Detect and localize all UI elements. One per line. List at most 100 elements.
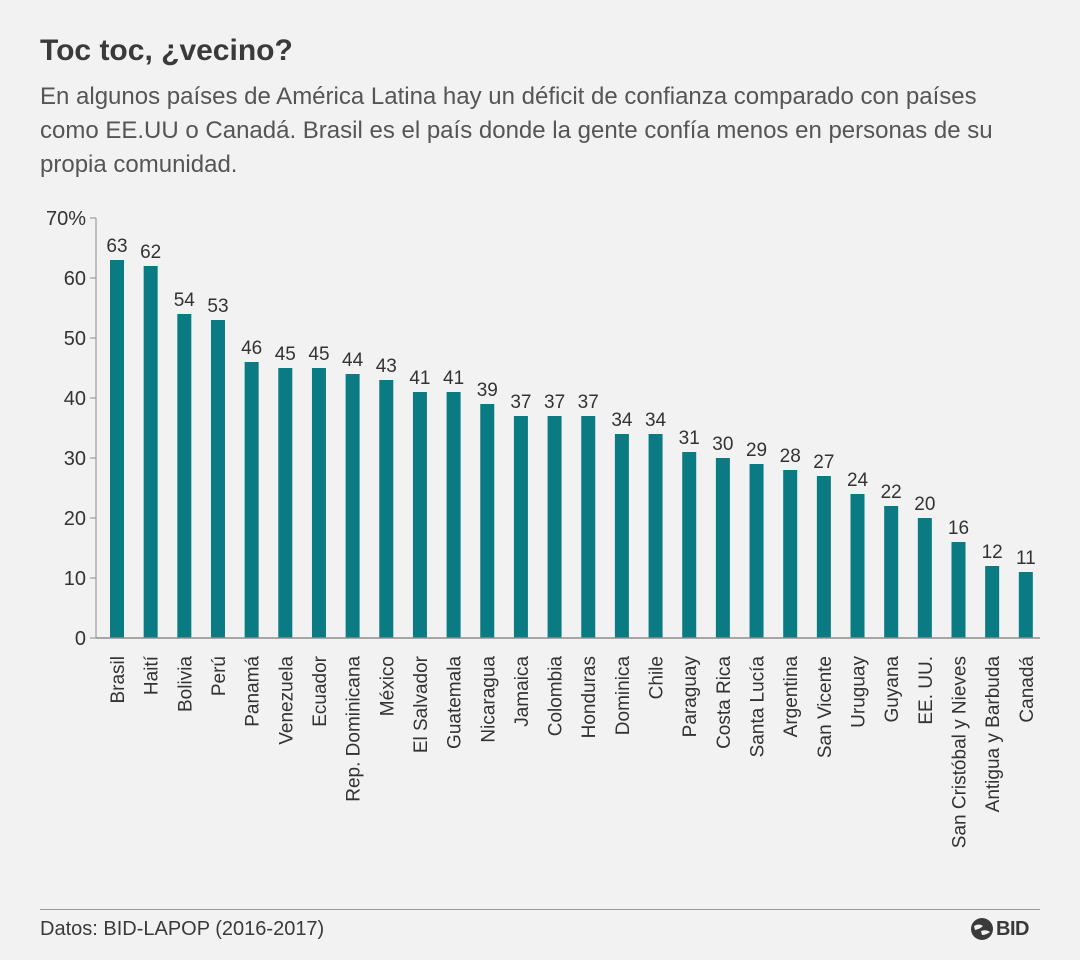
x-tick-label: Brasil [108, 656, 129, 704]
bar [783, 470, 798, 638]
bar [985, 566, 1000, 638]
y-tick-label: 0 [75, 628, 86, 650]
x-tick-label: Guatemala [445, 656, 466, 749]
bar-value-label: 16 [948, 518, 969, 539]
bar [749, 464, 764, 638]
bar [951, 542, 966, 638]
bar-value-label: 44 [342, 350, 364, 371]
bar-value-label: 22 [881, 482, 902, 503]
bar-value-label: 37 [544, 392, 565, 413]
bar-value-label: 46 [241, 338, 262, 359]
bar [513, 416, 528, 638]
x-tick-label: Guyana [882, 656, 903, 723]
bar [884, 506, 899, 638]
bar-value-label: 34 [645, 410, 667, 431]
bar-value-label: 53 [207, 296, 228, 317]
bar-value-label: 29 [746, 440, 767, 461]
x-tick-label: Costa Rica [714, 656, 735, 749]
bar [311, 368, 326, 638]
x-tick-label: México [377, 656, 398, 716]
y-tick-label: 20 [64, 508, 86, 530]
x-tick-label: Chile [647, 656, 668, 699]
bar-value-label: 11 [1016, 548, 1036, 569]
x-tick-label: Nicaragua [478, 656, 499, 743]
footer-divider [40, 909, 1040, 910]
x-tick-label: Bolivia [175, 656, 196, 712]
bar-value-label: 45 [308, 344, 329, 365]
x-tick-label: San Cristóbal y Nieves [950, 656, 971, 848]
bar-value-label: 24 [847, 470, 869, 491]
bar-chart: 0 10 20 30 40 50 60 70% 63 Brasil 62 Haití 54 Bolivia… [46, 208, 1040, 848]
x-tick-label: Honduras [579, 656, 600, 738]
bid-logo-icon [971, 918, 993, 940]
x-tick-label: EE. UU. [916, 656, 937, 725]
bar-value-label: 54 [174, 290, 196, 311]
bar [648, 434, 663, 638]
bar [278, 368, 293, 638]
x-tick-label: Perú [209, 656, 230, 696]
bar-value-label: 41 [443, 368, 464, 389]
bar-value-label: 30 [712, 434, 733, 455]
x-tick-label: Paraguay [680, 656, 701, 738]
bar-value-label: 45 [275, 344, 296, 365]
bar [547, 416, 562, 638]
bar-value-label: 63 [106, 236, 127, 257]
x-tick-label: Canadá [1017, 656, 1038, 723]
x-tick-label: Venezuela [276, 656, 297, 745]
y-tick-label: 60 [64, 268, 86, 290]
bar [682, 452, 697, 638]
bar [177, 314, 192, 638]
bar-value-label: 37 [510, 392, 531, 413]
source-note: Datos: BID-LAPOP (2016-2017) [40, 918, 325, 940]
x-tick-label: Rep. Dominicana [344, 656, 365, 802]
x-tick-label: Jamaica [512, 656, 533, 727]
bar [917, 518, 932, 638]
bar [850, 494, 865, 638]
x-tick-label: El Salvador [411, 655, 432, 753]
x-tick-label: Colombia [546, 656, 567, 737]
x-tick-label: Haití [142, 655, 163, 695]
chart-subtitle: En algunos países de América Latina hay … [40, 83, 993, 178]
bar-value-label: 34 [611, 410, 633, 431]
y-tick-label: 50 [64, 328, 86, 350]
bar [412, 392, 427, 638]
bar-value-label: 31 [679, 428, 700, 449]
bar [379, 380, 394, 638]
bar [581, 416, 596, 638]
bar-value-label: 20 [914, 494, 935, 515]
x-tick-label: Dominica [613, 656, 634, 736]
chart-title: Toc toc, ¿vecino? [40, 34, 293, 67]
bar-value-label: 28 [780, 446, 801, 467]
bid-logo: BID [970, 914, 1029, 944]
bar [244, 362, 259, 638]
bar-value-label: 12 [982, 542, 1003, 563]
bar [715, 458, 730, 638]
x-tick-label: Uruguay [849, 656, 870, 728]
bar [110, 260, 124, 638]
bar [816, 476, 831, 638]
bar [480, 404, 495, 638]
bar-value-label: 39 [477, 380, 498, 401]
y-tick-label: 30 [64, 448, 86, 470]
y-tick-label: 70% [46, 208, 86, 230]
y-tick-label: 10 [64, 568, 86, 590]
bar-value-label: 62 [140, 242, 161, 263]
bar [210, 320, 225, 638]
bar [345, 374, 360, 638]
x-tick-label: Panamá [243, 656, 264, 727]
bar [614, 434, 629, 638]
bar-value-label: 27 [813, 452, 834, 473]
y-tick-label: 40 [64, 388, 86, 410]
x-tick-label: Ecuador [310, 655, 331, 726]
bid-logo-text: BID [996, 917, 1029, 940]
x-tick-label: Santa Lucía [748, 656, 769, 758]
x-tick-label: Antigua y Barbuda [983, 656, 1004, 813]
bar [446, 392, 461, 638]
bar-value-label: 43 [376, 356, 397, 377]
bar [1018, 572, 1033, 638]
bar [143, 266, 158, 638]
bar-value-label: 37 [578, 392, 599, 413]
x-tick-label: Argentina [781, 656, 802, 738]
bar-value-label: 41 [409, 368, 430, 389]
x-tick-label: San Vicente [815, 656, 836, 758]
